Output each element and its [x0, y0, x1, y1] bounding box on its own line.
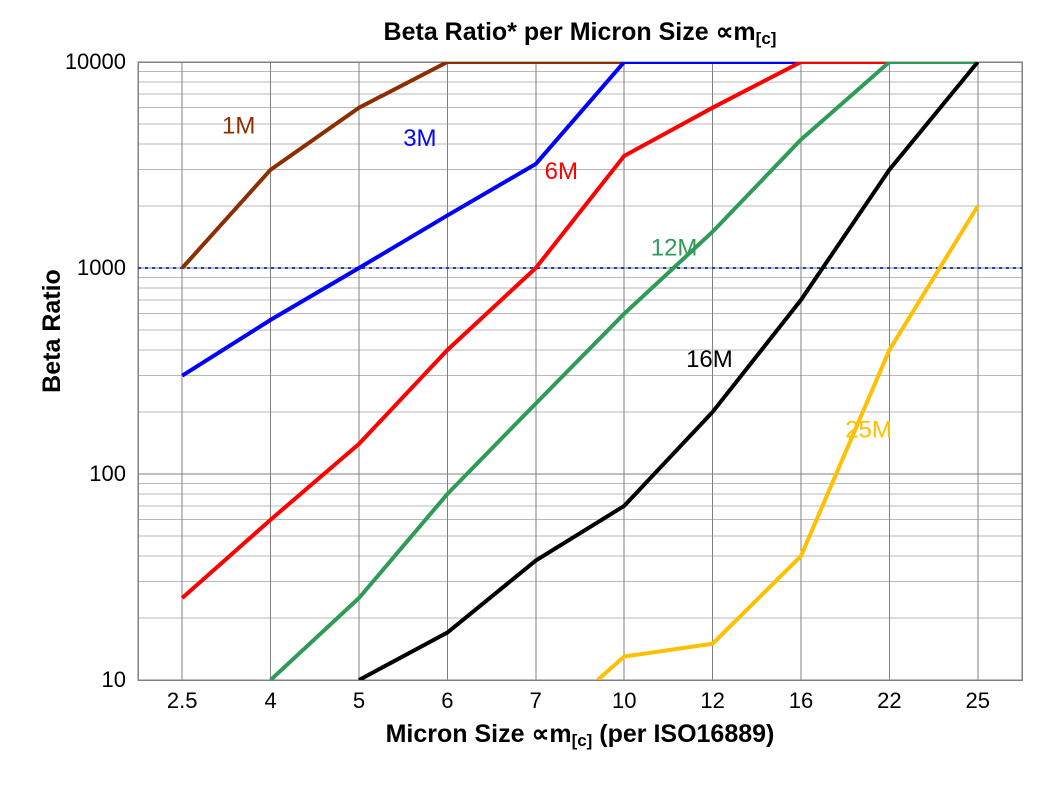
- x-tick-label: 22: [877, 688, 901, 713]
- y-axis-label: Beta Ratio: [38, 269, 66, 393]
- x-tick-label: 12: [700, 688, 724, 713]
- series-label-16M: 16M: [686, 346, 733, 373]
- y-tick-label: 100: [89, 461, 126, 486]
- x-tick-label: 16: [789, 688, 813, 713]
- series-label-3M: 3M: [403, 125, 436, 152]
- x-tick-label: 5: [353, 688, 365, 713]
- x-tick-label: 6: [441, 688, 453, 713]
- x-tick-label: 2.5: [167, 688, 198, 713]
- series-label-25M: 25M: [845, 417, 892, 444]
- series-label-1M: 1M: [222, 112, 255, 139]
- y-tick-label: 10000: [65, 49, 126, 74]
- beta-ratio-chart: 1M 3M 6M 12M 16M 25M 2.5 4 5 6 7 10 12 16 22 25 10 100 100…: [0, 0, 1056, 792]
- chart-title: Beta Ratio* per Micron Size ∝m[c]: [384, 18, 777, 48]
- y-tick-label: 1000: [77, 255, 126, 280]
- x-tick-label: 4: [264, 688, 276, 713]
- series-label-6M: 6M: [545, 158, 578, 185]
- x-tick-label: 10: [612, 688, 636, 713]
- x-tick-label: 25: [966, 688, 990, 713]
- y-tick-label: 10: [102, 667, 126, 692]
- series-label-12M: 12M: [651, 234, 698, 261]
- x-tick-label: 7: [530, 688, 542, 713]
